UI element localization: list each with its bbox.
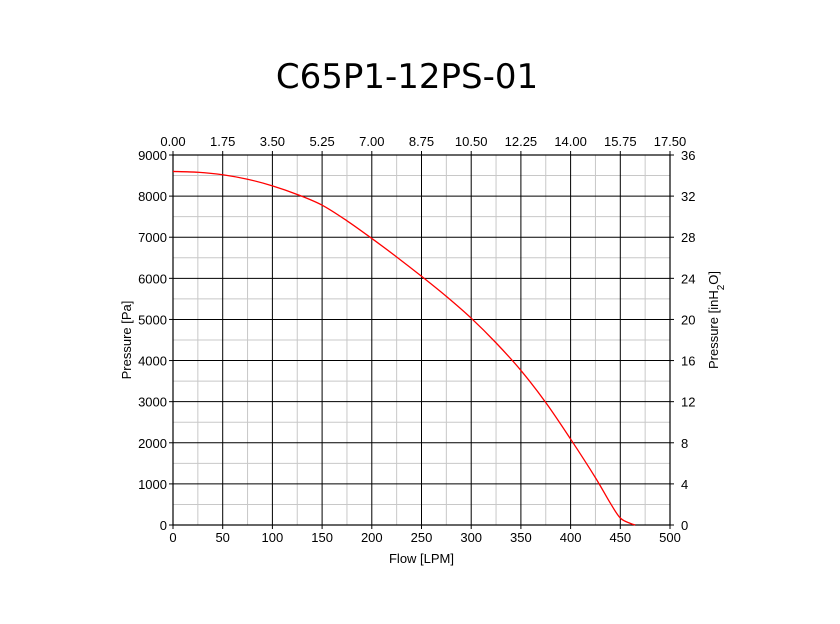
x2-tick-label: 1.75 bbox=[210, 134, 235, 149]
y2-axis-label-subscript: 2 bbox=[716, 284, 727, 290]
y2-axis-label: Pressure [inH2O] bbox=[706, 271, 727, 369]
x-tick-label: 350 bbox=[510, 530, 532, 545]
series-line bbox=[172, 170, 636, 526]
x2-tick-label: 12.25 bbox=[505, 134, 538, 149]
grid-lines bbox=[173, 155, 670, 525]
y2-axis-label-end: O] bbox=[706, 271, 721, 285]
x-tick-label: 50 bbox=[215, 530, 229, 545]
y-tick-label: 1000 bbox=[138, 477, 167, 492]
y2-tick-label: 24 bbox=[681, 271, 695, 286]
series-layer bbox=[172, 170, 636, 526]
x-tick-label: 200 bbox=[361, 530, 383, 545]
x-tick-label: 100 bbox=[262, 530, 284, 545]
y-tick-label: 7000 bbox=[138, 230, 167, 245]
x-tick-label: 150 bbox=[311, 530, 333, 545]
y2-tick-label: 0 bbox=[681, 518, 688, 533]
y2-axis-label-main: Pressure [inH bbox=[706, 290, 721, 369]
y-tick-label: 5000 bbox=[138, 312, 167, 327]
x-tick-label: 450 bbox=[609, 530, 631, 545]
chart-title: C65P1-12PS-01 bbox=[276, 57, 538, 97]
x-tick-label: 0 bbox=[169, 530, 176, 545]
y2-tick-label: 32 bbox=[681, 189, 695, 204]
y-tick-label: 8000 bbox=[138, 189, 167, 204]
x2-tick-label: 17.50 bbox=[654, 134, 687, 149]
axis-ticks: 00.00501.751003.501505.252007.002508.753… bbox=[138, 134, 695, 545]
y-tick-label: 3000 bbox=[138, 395, 167, 410]
y2-tick-label: 16 bbox=[681, 354, 695, 369]
x-tick-label: 300 bbox=[460, 530, 482, 545]
y2-tick-label: 20 bbox=[681, 312, 695, 327]
x2-tick-label: 15.75 bbox=[604, 134, 637, 149]
y2-tick-label: 8 bbox=[681, 436, 688, 451]
x2-tick-label: 0.00 bbox=[160, 134, 185, 149]
x-tick-label: 250 bbox=[411, 530, 433, 545]
y-axis-label: Pressure [Pa] bbox=[119, 301, 134, 380]
x2-tick-label: 7.00 bbox=[359, 134, 384, 149]
x-axis-label: Flow [LPM] bbox=[389, 551, 454, 566]
y-tick-label: 4000 bbox=[138, 354, 167, 369]
x2-tick-label: 10.50 bbox=[455, 134, 488, 149]
y-tick-label: 2000 bbox=[138, 436, 167, 451]
x2-tick-label: 8.75 bbox=[409, 134, 434, 149]
y-tick-label: 9000 bbox=[138, 148, 167, 163]
y2-tick-label: 28 bbox=[681, 230, 695, 245]
x-tick-label: 400 bbox=[560, 530, 582, 545]
x2-tick-label: 5.25 bbox=[309, 134, 334, 149]
y2-tick-label: 4 bbox=[681, 477, 688, 492]
y-tick-label: 6000 bbox=[138, 271, 167, 286]
x-tick-label: 500 bbox=[659, 530, 681, 545]
y2-tick-label: 36 bbox=[681, 148, 695, 163]
y-tick-label: 0 bbox=[160, 518, 167, 533]
x2-tick-label: 14.00 bbox=[554, 134, 587, 149]
y2-tick-label: 12 bbox=[681, 395, 695, 410]
x2-tick-label: 3.50 bbox=[260, 134, 285, 149]
